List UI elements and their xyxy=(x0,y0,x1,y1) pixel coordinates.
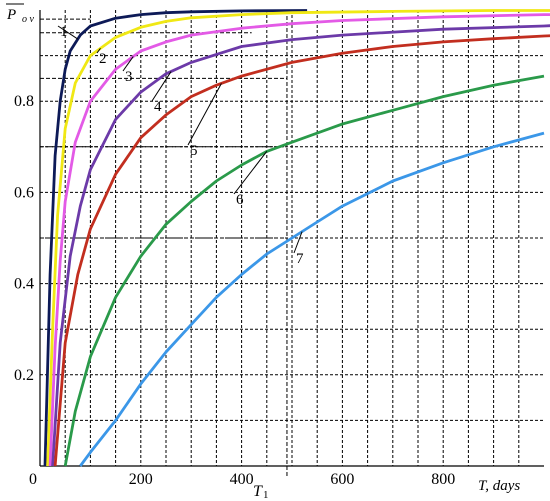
curve-label-leader xyxy=(151,71,172,102)
y-axis-label: P xyxy=(6,7,16,23)
y-tick-label: 0.6 xyxy=(14,184,34,201)
tick-labels: 0.2 0.4 0.6 0.8 0 200 400 600 800 xyxy=(14,93,455,488)
curve-label-leader xyxy=(233,151,268,195)
curve-label-4: 4 xyxy=(154,99,162,115)
y-tick-label: 0.2 xyxy=(14,367,34,384)
curve-label-leader xyxy=(293,231,303,254)
y-tick-label: 0.4 xyxy=(14,276,34,293)
series-line-5 xyxy=(53,34,550,467)
x-tick-label: 800 xyxy=(431,471,455,488)
series-line-7 xyxy=(79,131,545,467)
curve-label-3: 3 xyxy=(125,69,133,85)
y-tick-label: 0.8 xyxy=(14,93,34,110)
curve-labels: 1 2 3 4 5 6 7 xyxy=(57,24,304,267)
series-line-4 xyxy=(51,24,550,467)
y-axis-label-subscript: o v xyxy=(22,14,35,25)
curve-label-leader xyxy=(187,83,222,146)
curve-label-leader xyxy=(122,56,134,72)
x-tick-label: 600 xyxy=(330,471,354,488)
x-axis-label: T, days xyxy=(478,478,520,494)
t1-annotation: T xyxy=(253,483,263,500)
series-line-3 xyxy=(48,13,550,467)
series-line-1 xyxy=(43,9,308,467)
axis-titles: P o v T, days T 1 xyxy=(6,3,520,501)
curve-label-leader xyxy=(96,48,101,54)
curve-label-6: 6 xyxy=(236,192,244,208)
series-line-2 xyxy=(46,9,550,467)
curve-label-leader xyxy=(57,25,79,40)
series-lines xyxy=(43,9,550,467)
x-tick-label: 0 xyxy=(29,471,37,488)
t1-annotation-subscript: 1 xyxy=(263,489,269,501)
series-line-6 xyxy=(63,74,545,467)
curve-label-7: 7 xyxy=(296,251,304,267)
curve-label-1: 1 xyxy=(60,24,68,40)
x-tick-label: 200 xyxy=(129,471,153,488)
curve-label-2: 2 xyxy=(99,51,107,67)
x-tick-label: 400 xyxy=(230,471,254,488)
curve-label-5: 5 xyxy=(190,143,198,159)
